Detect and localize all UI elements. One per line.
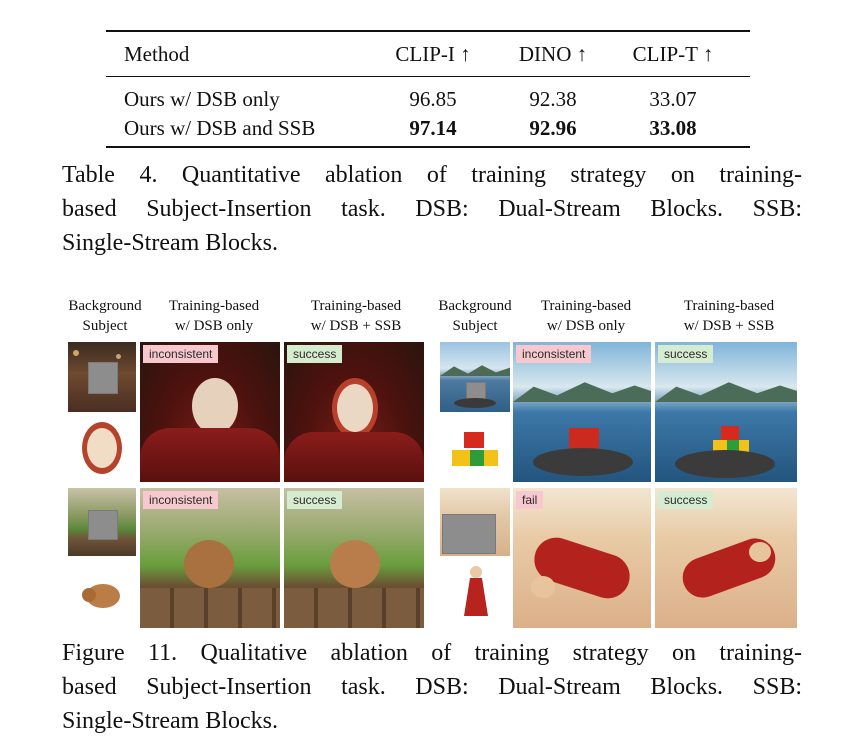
table-caption-line-2: based Subject-Insertion task. DSB: Dual-… — [62, 196, 802, 222]
col-header-6-line-1: Training-based — [683, 298, 775, 314]
bg-image-beach — [440, 488, 510, 556]
col-header-5: Training-based w/ DSB only — [518, 296, 654, 336]
result-dsb-only-lego: inconsistent — [513, 342, 651, 482]
col-header-6: Training-based w/ DSB + SSB — [658, 296, 800, 336]
subject-image-chipmunk — [68, 560, 136, 628]
status-tag-success: success — [658, 345, 714, 363]
insertion-mask — [88, 362, 118, 394]
table-header-dino: DINO ↑ — [518, 42, 588, 66]
table-row-1-method: Ours w/ DSB only — [124, 87, 280, 111]
col-header-2: Training-based w/ DSB only — [150, 296, 278, 336]
status-tag-inconsistent: inconsistent — [516, 345, 592, 363]
col-header-4-line-2: Subject — [452, 318, 498, 334]
result-dsb-ssb-doll: success — [655, 488, 797, 628]
col-header-3-line-1: Training-based — [310, 298, 402, 314]
result-dsb-only-doll: fail — [513, 488, 651, 628]
figure-caption-line-3: Single-Stream Blocks. — [62, 708, 278, 734]
figure-caption-line-1: Figure 11. Qualitative ablation of train… — [62, 640, 802, 666]
table-row-2-clip-i: 97.14 — [409, 116, 457, 140]
status-tag-success: success — [658, 491, 714, 509]
table-caption: Table 4. Quantitative ablation of traini… — [62, 158, 802, 260]
col-header-1: Background Subject — [60, 296, 150, 336]
insertion-mask — [88, 510, 118, 540]
status-tag-inconsistent: inconsistent — [143, 491, 219, 509]
col-header-5-line-1: Training-based — [540, 298, 632, 314]
col-header-3-line-2: w/ DSB + SSB — [310, 318, 402, 334]
col-header-4: Background Subject — [430, 296, 520, 336]
col-header-2-line-1: Training-based — [168, 298, 260, 314]
table-header-method: Method — [124, 42, 190, 66]
subject-image-doll — [440, 560, 510, 628]
subject-image-cameo — [68, 414, 136, 482]
table-bottom-rule — [106, 146, 750, 148]
col-header-6-line-2: w/ DSB + SSB — [683, 318, 775, 334]
table-row-2-clip-t: 33.08 — [649, 116, 697, 140]
result-dsb-only-cameo: inconsistent — [140, 342, 280, 482]
table-row-2-method: Ours w/ DSB and SSB — [124, 116, 316, 140]
insertion-mask — [442, 514, 496, 554]
table-header-clip-i: CLIP-I ↑ — [395, 42, 471, 66]
status-tag-fail: fail — [516, 491, 544, 509]
figure-caption-line-2: based Subject-Insertion task. DSB: Dual-… — [62, 674, 802, 700]
bg-image-cafe — [68, 342, 136, 412]
status-tag-success: success — [287, 491, 343, 509]
result-dsb-only-chipmunk: inconsistent — [140, 488, 280, 628]
table-caption-line-1: Table 4. Quantitative ablation of traini… — [62, 162, 802, 188]
col-header-3: Training-based w/ DSB + SSB — [288, 296, 424, 336]
status-tag-success: success — [287, 345, 343, 363]
result-dsb-ssb-cameo: success — [284, 342, 424, 482]
table-row-1-clip-t: 33.07 — [649, 87, 697, 111]
col-header-5-line-2: w/ DSB only — [546, 318, 626, 334]
col-header-4-line-1: Background — [438, 298, 512, 314]
col-header-1-line-2: Subject — [82, 318, 128, 334]
table-mid-rule — [106, 76, 750, 77]
col-header-2-line-2: w/ DSB only — [174, 318, 254, 334]
figure-caption: Figure 11. Qualitative ablation of train… — [62, 636, 802, 738]
table-row-1-dino: 92.38 — [529, 87, 577, 111]
status-tag-inconsistent: inconsistent — [143, 345, 219, 363]
bg-image-park-bench — [68, 488, 136, 556]
table-caption-line-3: Single-Stream Blocks. — [62, 230, 278, 256]
table-row-2-dino: 92.96 — [529, 116, 577, 140]
table-row-1-clip-i: 96.85 — [409, 87, 457, 111]
col-header-1-line-1: Background — [68, 298, 142, 314]
subject-image-lego-blocks — [440, 414, 510, 482]
result-dsb-ssb-lego: success — [655, 342, 797, 482]
table-header-clip-t: CLIP-T ↑ — [632, 42, 714, 66]
table-top-rule — [106, 30, 750, 32]
bg-image-lake — [440, 342, 510, 412]
result-dsb-ssb-chipmunk: success — [284, 488, 424, 628]
